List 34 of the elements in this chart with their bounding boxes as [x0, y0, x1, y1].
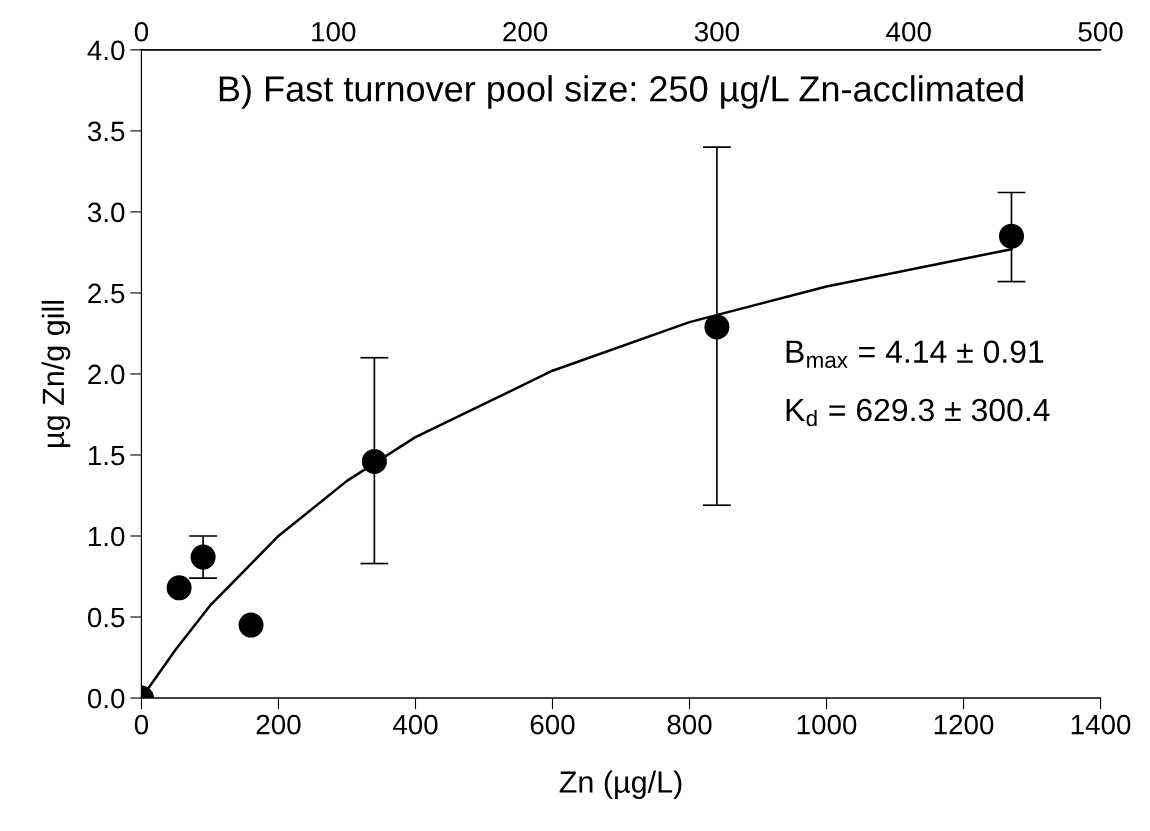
x-tick-label: 600 — [530, 714, 575, 735]
x-tick-label: 1200 — [934, 714, 994, 735]
y-tick-label: 3.5 — [87, 121, 125, 142]
x-tick-label: 400 — [392, 714, 438, 735]
x2-tick-label: 300 — [694, 21, 739, 42]
x2-tick-label: 100 — [312, 21, 356, 42]
x2-tick-label: 500 — [1078, 21, 1123, 42]
y-tick-label: 2.5 — [88, 283, 125, 304]
x-tick-label: 0 — [134, 714, 149, 735]
y-tick-label: 2.0 — [88, 364, 125, 385]
y-axis-title: µg Zn/g gill — [41, 300, 71, 447]
annotation: B$_{max}$ = 4.14 ± 0.91 — [786, 340, 1044, 368]
x2-tick-label: 400 — [886, 21, 931, 42]
point — [998, 223, 1024, 249]
y-tick-label: 3.0 — [87, 202, 125, 223]
x-tick-label: 200 — [256, 714, 301, 735]
y-tick-label: 0.0 — [87, 688, 125, 709]
point — [166, 575, 192, 601]
y-tick-label: 1.0 — [88, 526, 125, 547]
x-tick-label: 1400 — [1071, 714, 1131, 735]
x2-tick-label: 200 — [503, 21, 548, 42]
y-tick-label: 1.5 — [88, 445, 125, 466]
point — [190, 544, 216, 570]
point — [704, 314, 730, 340]
text: B) Fast turnover pool size: 250 µg/L Zn-acclimated — [219, 75, 1023, 109]
x2-tick-label: 0 — [134, 21, 149, 42]
x-axis-title: Zn (µg/L) — [559, 770, 682, 799]
x-tick-label: 1000 — [797, 714, 857, 735]
point — [238, 612, 264, 638]
y-tick-label: 0.5 — [87, 607, 125, 628]
x-tick-label: 800 — [667, 714, 712, 735]
annotation: K$_{d}$ = 629.3 ± 300.4 — [786, 398, 1050, 427]
y-tick-label: 4.0 — [87, 40, 125, 61]
point — [361, 448, 387, 474]
